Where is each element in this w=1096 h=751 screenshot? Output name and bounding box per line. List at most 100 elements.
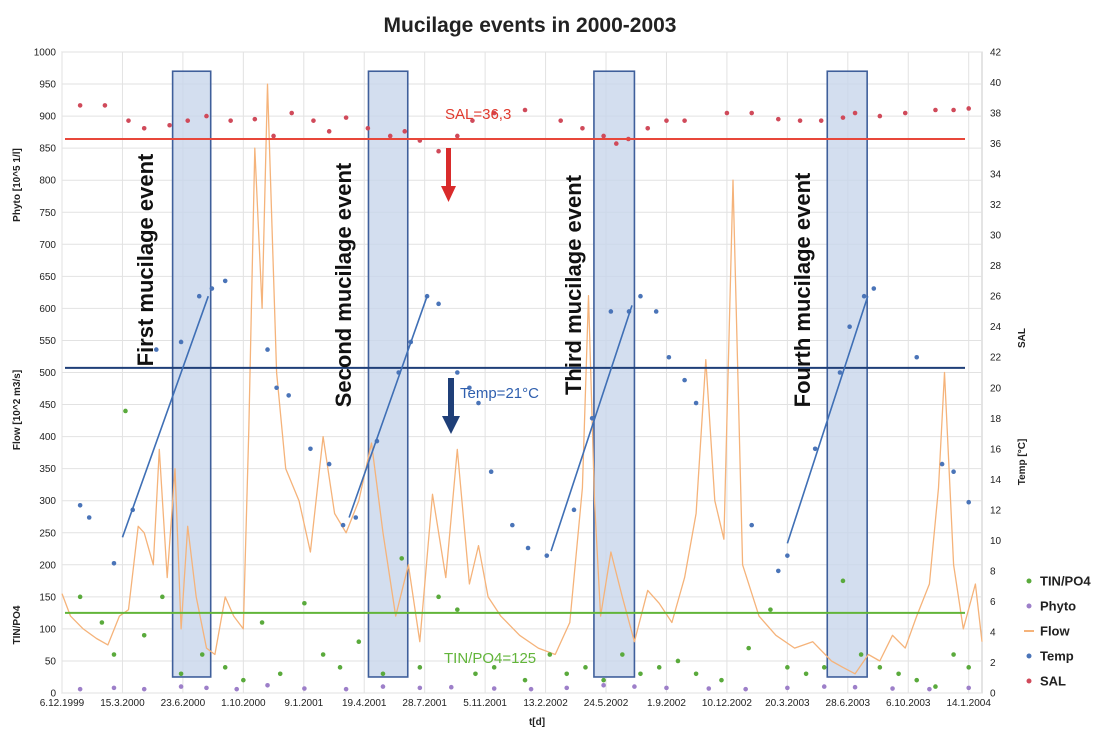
tin-po4-point [583,665,588,670]
sal-point [103,103,108,108]
temp-point [572,508,577,513]
x-tick-label: 28.6.2003 [826,698,871,709]
tin-po4-point [951,652,956,657]
y-left-tick-label: 450 [39,400,56,411]
sal-point [903,111,908,116]
tin-po4-point [356,639,361,644]
x-tick-label: 15.3.2000 [100,698,145,709]
y-right-tick-label: 36 [990,139,1002,150]
legend-label: Phyto [1040,599,1076,614]
sal-point [798,118,803,123]
legend-label: TIN/PO4 [1040,574,1091,589]
legend-swatch [1027,679,1032,684]
phyto-point [492,686,497,691]
temp-point [638,294,643,299]
legend-label: Temp [1040,649,1074,664]
phyto-point [632,684,637,689]
temp-point [694,401,699,406]
tin-po4-point [321,652,326,657]
sal-point [682,118,687,123]
phyto-point [179,684,184,689]
temp-point [966,500,971,505]
y-right-tick-label: 20 [990,383,1002,394]
phyto-point [966,686,971,691]
phyto-point [664,686,669,691]
y-left-tick-label: 150 [39,592,56,603]
temp-point [179,340,184,345]
y-right-tick-label: 12 [990,505,1002,516]
y-right-tick-label: 28 [990,261,1002,272]
x-tick-label: 28.7.2001 [402,698,447,709]
sal-point [933,108,938,113]
tin-po4-point [160,595,165,600]
phyto-point [706,686,711,691]
y-right-tick-label: 2 [990,658,996,669]
temp-point [682,378,687,383]
y-left-tick-label: 350 [39,464,56,475]
tin-po4-point [302,601,307,606]
sal-point [126,118,131,123]
tin-po4-point [381,671,386,676]
y-right-tick-label: 34 [990,170,1002,181]
y-right-tick-label: 32 [990,200,1002,211]
y-left-axis-label: TIN/PO4 [12,605,23,644]
phyto-point [302,686,307,691]
tin-po4-point [142,633,147,638]
x-tick-label: 23.6.2000 [161,698,206,709]
event-label: Third mucilage event [561,174,586,395]
y-right-tick-label: 24 [990,322,1002,333]
temp-point [609,309,614,314]
x-tick-label: 20.3.2003 [765,698,810,709]
y-left-tick-label: 750 [39,208,56,219]
sal-point [388,134,393,139]
temp-point [654,309,659,314]
tin-po4-point [601,678,606,683]
sal-point [311,118,316,123]
tin-po4-point [223,665,228,670]
phyto-point [78,687,83,692]
phyto-point [234,687,239,692]
event-box [827,71,867,677]
tin-po4-point [933,684,938,689]
y-left-tick-label: 600 [39,304,56,315]
sal-point [776,117,781,122]
threshold-label: Temp=21°C [460,385,539,402]
temp-point [776,569,781,574]
sal-point [142,126,147,131]
y-right-tick-label: 4 [990,627,996,638]
tin-po4-point [455,607,460,612]
sal-point [228,118,233,123]
y-left-tick-label: 300 [39,496,56,507]
y-left-tick-label: 900 [39,112,56,123]
temp-point [526,546,531,551]
temp-point [785,553,790,558]
y-left-tick-label: 800 [39,176,56,187]
phyto-point [529,687,534,692]
sal-point [645,126,650,131]
x-tick-label: 24.5.2002 [584,698,629,709]
y-left-axis-label: Phyto [10^5 1/l] [12,148,23,222]
sal-point [841,115,846,120]
event-box [368,71,407,677]
temp-point [286,393,291,398]
temp-point [489,469,494,474]
temp-point [940,462,945,467]
phyto-point [743,687,748,692]
phyto-point [112,686,117,691]
x-tick-label: 6.12.1999 [40,698,85,709]
y-right-tick-label: 26 [990,292,1002,303]
phyto-point [927,687,932,692]
tin-po4-point [966,665,971,670]
phyto-point [853,685,858,690]
y-right-tick-label: 42 [990,48,1002,59]
sal-point [253,117,258,122]
x-tick-label: 19.4.2001 [342,698,387,709]
tin-po4-point [804,671,809,676]
temp-point [847,324,852,329]
y-right-tick-label: 14 [990,475,1002,486]
temp-point [872,286,877,291]
tin-po4-point [523,678,528,683]
phyto-point [344,687,349,692]
sal-point [167,123,172,128]
legend-swatch [1027,579,1032,584]
